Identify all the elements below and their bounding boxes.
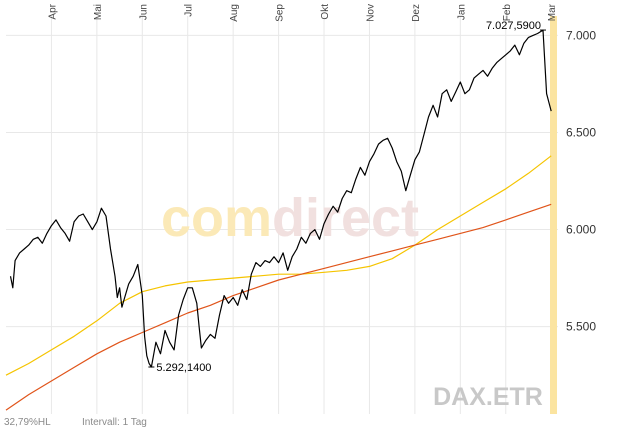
month-label-aug: Aug — [229, 4, 240, 22]
watermark-part-2: direct — [272, 188, 419, 248]
watermark: comdirect — [161, 188, 419, 248]
footer-interval-label: Intervall: 1 Tag — [82, 417, 147, 428]
y-tick-label-0: 7.000 — [566, 28, 596, 42]
month-label-nov: Nov — [365, 4, 376, 22]
month-label-jul: Jul — [184, 4, 195, 17]
y-axis-labels: 7.000 6.500 6.000 5.500 — [566, 28, 596, 333]
symbol-label: DAX.ETR — [433, 383, 543, 411]
x-axis-labels: Apr Mai Jun Jul Aug Sep Okt Nov Dez Jan Feb Mar — [47, 3, 558, 21]
month-label-jan: Jan — [456, 4, 467, 20]
low-value-label: 5.292,1400 — [156, 362, 211, 374]
y-tick-label-2: 6.000 — [566, 223, 596, 237]
high-value-label: 7.027,5900 — [486, 20, 541, 32]
series-moving-average-1 — [5, 155, 552, 376]
y-tick-label-3: 5.500 — [566, 320, 596, 334]
series — [5, 29, 552, 411]
month-label-jun: Jun — [138, 4, 149, 20]
footer-range-label: 32,79%HL — [4, 417, 51, 428]
watermark-text: comdirect — [161, 188, 419, 248]
series-price-line — [9, 29, 552, 368]
month-label-mar: Mar — [547, 3, 558, 21]
month-label-sep: Sep — [275, 4, 286, 22]
grid — [6, 16, 558, 414]
month-label-feb: Feb — [502, 4, 513, 22]
y-tick-label-1: 6.500 — [566, 125, 596, 139]
month-label-okt: Okt — [320, 4, 331, 20]
month-label-dez: Dez — [411, 4, 422, 22]
month-label-mai: Mai — [93, 4, 104, 20]
month-label-apr: Apr — [47, 3, 58, 19]
current-period-band — [550, 16, 557, 414]
series-moving-average-2 — [5, 203, 552, 411]
watermark-part-1: com — [161, 188, 272, 248]
annotations: 7.027,5900 5.292,1400 — [148, 20, 547, 374]
